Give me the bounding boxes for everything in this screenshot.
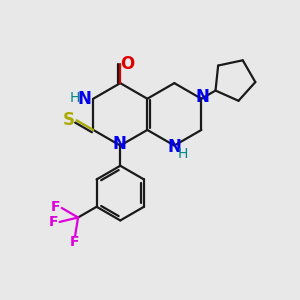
Text: H: H xyxy=(178,147,188,161)
Text: O: O xyxy=(121,55,135,73)
Text: H: H xyxy=(70,91,80,105)
Text: F: F xyxy=(48,215,58,229)
Text: S: S xyxy=(63,111,75,129)
Text: N: N xyxy=(195,88,209,106)
Text: F: F xyxy=(51,200,61,214)
Text: N: N xyxy=(113,135,127,153)
Text: N: N xyxy=(78,90,92,108)
Text: F: F xyxy=(70,236,79,249)
Text: N: N xyxy=(168,138,182,156)
